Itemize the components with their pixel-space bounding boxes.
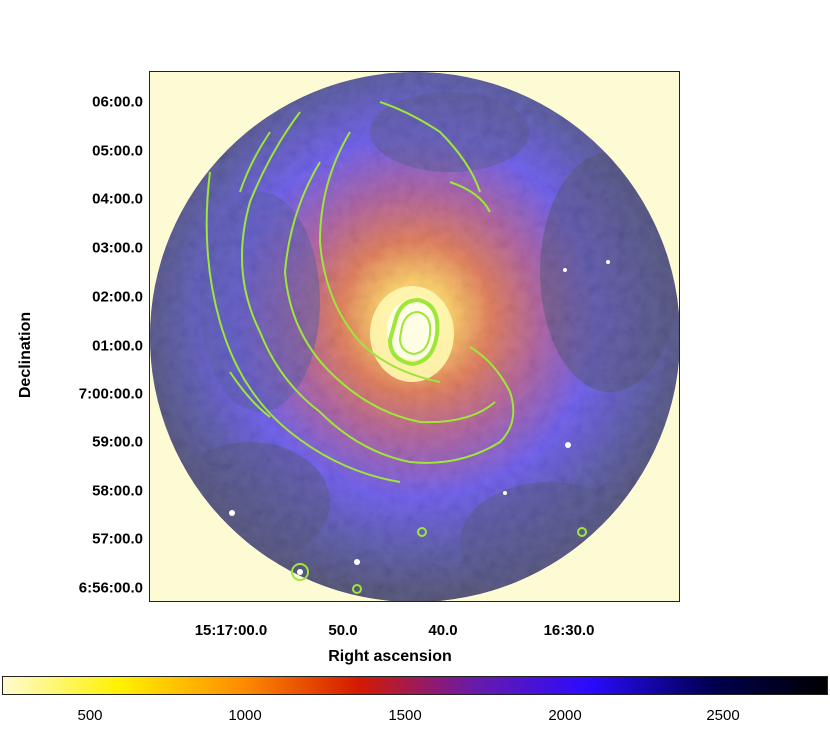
- colorbar-tick-label: 2000: [548, 707, 582, 724]
- detector-field: [150, 72, 679, 601]
- y-tick-label: 03:00.0: [92, 239, 143, 257]
- x-tick-label: 15:17:00.0: [194, 622, 268, 639]
- contours: [205, 101, 587, 594]
- y-tick-label: 06:00.0: [92, 93, 143, 111]
- image-frame: [149, 71, 680, 602]
- y-tick-label: 59:00.0: [92, 433, 143, 451]
- y-tick-label: 7:00:00.0: [78, 385, 143, 403]
- x-tick-label: 40.0: [428, 622, 458, 639]
- y-tick-label: 01:00.0: [92, 337, 143, 355]
- colorbar-tick-label: 500: [77, 707, 103, 724]
- y-tick-label: 05:00.0: [92, 142, 143, 160]
- y-axis-title: Declination: [17, 311, 34, 399]
- y-tick-label: 6:56:00.0: [78, 579, 143, 597]
- sky-image: [150, 72, 679, 601]
- y-tick-label: 58:00.0: [92, 482, 143, 500]
- y-tick-label: 02:00.0: [92, 288, 143, 306]
- y-tick-label: 04:00.0: [92, 190, 143, 208]
- y-tick-label: 57:00.0: [92, 530, 143, 548]
- colorbar-tick-label: 2500: [706, 707, 740, 724]
- colorbar-tick-label: 1500: [388, 707, 422, 724]
- colorbar-tick-label: 1000: [228, 707, 262, 724]
- x-tick-label: 16:30.0: [543, 622, 595, 639]
- point-sources: [229, 260, 610, 575]
- colorbar: [2, 676, 828, 695]
- x-axis-title: Right ascension: [328, 648, 452, 665]
- x-tick-label: 50.0: [328, 622, 358, 639]
